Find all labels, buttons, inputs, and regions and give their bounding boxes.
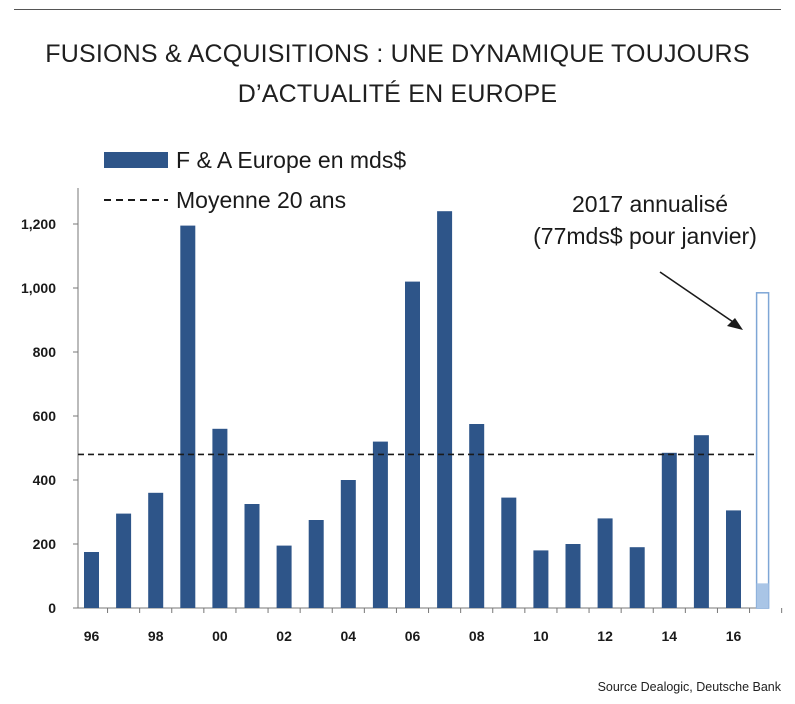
x-tick-label: 08 [469, 628, 485, 644]
legend-average-label: Moyenne 20 ans [176, 187, 346, 213]
bar-2005 [372, 441, 388, 608]
y-tick-labels: 0 200 400 600 800 1,000 1,200 [21, 216, 56, 616]
x-tick-label: 10 [533, 628, 549, 644]
annotation-line-1: 2017 annualisé [572, 191, 728, 217]
source-note: Source Dealogic, Deutsche Bank [597, 680, 781, 694]
legend-bar-label: F & A Europe en mds$ [176, 147, 406, 173]
bar-2003 [308, 520, 324, 608]
x-tick-label: 98 [148, 628, 164, 644]
legend: F & A Europe en mds$ Moyenne 20 ans [104, 147, 406, 213]
y-tick-label: 600 [33, 408, 57, 424]
bar-2017-annualized [755, 292, 770, 609]
chart-title-line-2: D’ACTUALITÉ EN EUROPE [237, 80, 558, 108]
chart-title: FUSIONS & ACQUISITIONS : UNE DYNAMIQUE T… [0, 34, 795, 114]
x-tick-label: 16 [726, 628, 742, 644]
y-tick-label: 200 [33, 536, 57, 552]
bar-2007 [437, 211, 453, 608]
x-tick-labels: 96 98 00 02 04 06 08 10 12 14 16 [84, 628, 742, 644]
y-tick-label: 1,200 [21, 216, 56, 232]
legend-bar-swatch [104, 152, 168, 168]
chart-title-line-1: FUSIONS & ACQUISITIONS : UNE DYNAMIQUE T… [45, 40, 750, 68]
x-tick-label: 04 [341, 628, 357, 644]
annotation: 2017 annualisé (77mds$ pour janvier) [533, 191, 757, 330]
y-tick-label: 0 [48, 600, 56, 616]
bar-2009 [501, 497, 517, 608]
x-tick-label: 02 [276, 628, 292, 644]
bar-1996 [84, 552, 99, 608]
bar-2002 [276, 545, 292, 608]
bar-2008 [469, 424, 485, 608]
bar-2016 [726, 510, 741, 608]
y-tick-label: 800 [33, 344, 57, 360]
bar-2014 [661, 452, 677, 608]
bar-2010 [533, 550, 549, 608]
x-tick-label: 06 [405, 628, 421, 644]
bar-2004 [340, 480, 356, 608]
bar-2000 [212, 428, 228, 608]
bar-2017-january [756, 583, 769, 608]
x-tick-label: 12 [597, 628, 613, 644]
bar-2015 [693, 435, 709, 608]
x-tick-label: 14 [662, 628, 678, 644]
bar-2013 [629, 547, 645, 608]
bars [84, 211, 770, 609]
top-rule [14, 9, 781, 10]
bar-2006 [405, 281, 420, 608]
y-tick-label: 400 [33, 472, 57, 488]
bar-2012 [597, 518, 613, 608]
x-tick-label: 00 [212, 628, 228, 644]
bar-1999 [180, 225, 196, 608]
annotation-arrow-head [727, 318, 743, 330]
x-tick-label: 96 [84, 628, 100, 644]
bar-2001 [244, 504, 260, 608]
annotation-line-2: (77mds$ pour janvier) [533, 223, 757, 249]
y-tick-label: 1,000 [21, 280, 56, 296]
bar-2011 [565, 544, 581, 608]
bar-1998 [148, 492, 164, 608]
bar-1997 [116, 513, 132, 608]
annotation-arrow-shaft [659, 271, 737, 325]
